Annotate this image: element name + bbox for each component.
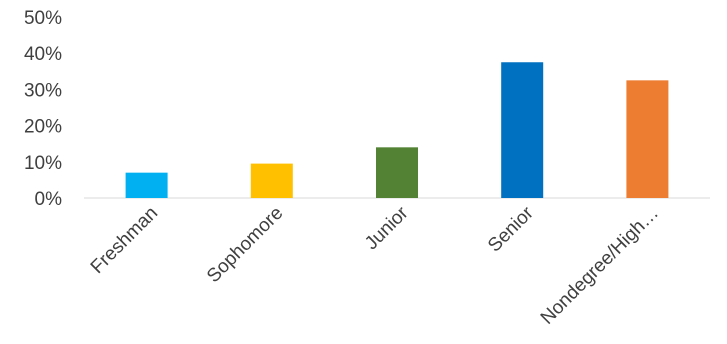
bar-junior bbox=[376, 147, 418, 198]
x-tick-label: Sophomore bbox=[203, 203, 287, 287]
y-tick-label: 30% bbox=[24, 80, 62, 101]
bar-nondegree-high bbox=[626, 80, 669, 198]
bar-sophomore bbox=[250, 163, 293, 198]
x-axis-tick-labels: Freshman Sophomore Junior Senior Nondegree/H… bbox=[87, 202, 663, 329]
bar-freshman bbox=[125, 172, 168, 198]
y-tick-label: 20% bbox=[24, 117, 62, 138]
x-tick-label: Senior bbox=[484, 202, 538, 256]
x-tick-label: Junior bbox=[361, 202, 413, 254]
y-tick-label: 40% bbox=[24, 44, 62, 65]
y-axis-tick-labels: 0% 10% 20% 30% 40% 50% bbox=[24, 8, 62, 210]
x-tick-label: Freshman bbox=[87, 203, 162, 278]
x-tick-label: Nondegree/High… bbox=[537, 203, 663, 329]
y-tick-label: 0% bbox=[35, 189, 63, 210]
y-tick-label: 50% bbox=[24, 8, 62, 29]
bars-group bbox=[125, 62, 669, 198]
bar-senior bbox=[501, 62, 544, 198]
y-tick-label: 10% bbox=[24, 153, 62, 174]
